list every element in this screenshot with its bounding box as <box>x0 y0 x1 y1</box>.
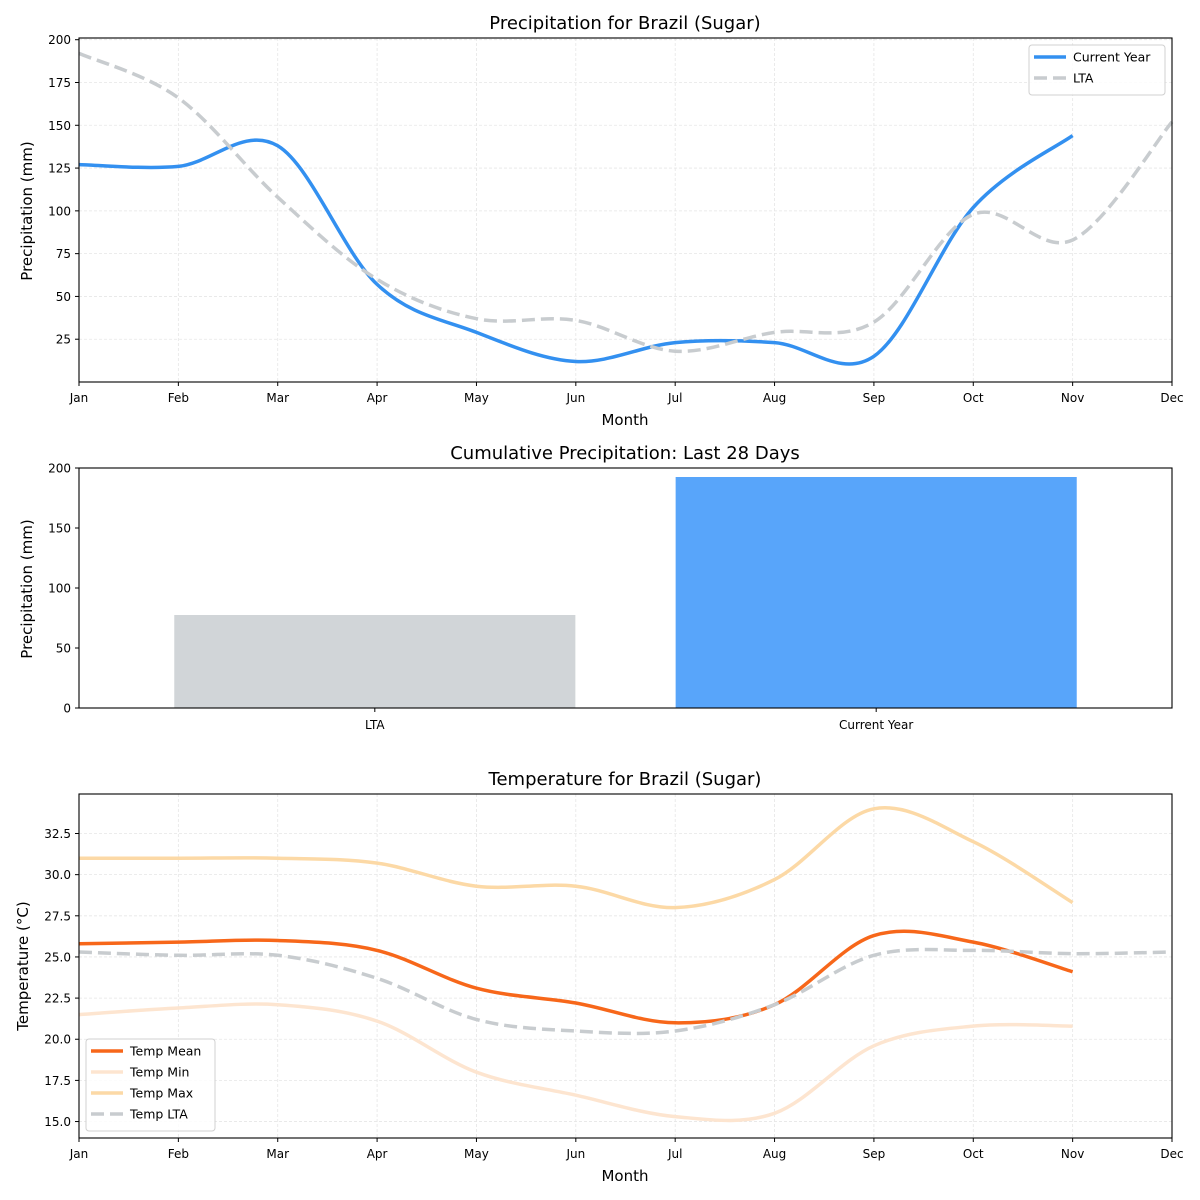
series-line-temp-min <box>78 1002 1073 1123</box>
x-tick-label: Aug <box>763 391 786 405</box>
series-line-temp-max <box>79 806 1074 910</box>
x-axis-title: Month <box>601 1167 648 1185</box>
y-tick-label: 75 <box>56 247 71 261</box>
bar-lta <box>174 615 576 708</box>
y-tick-label: 50 <box>56 642 71 656</box>
x-axis-title: Month <box>601 411 648 429</box>
plot-frame <box>78 37 1173 383</box>
grid <box>78 38 1173 382</box>
y-axis-title: Precipitation (mm) <box>18 519 36 658</box>
x-tick-label: Oct <box>963 391 984 405</box>
y-tick-label: 50 <box>56 290 71 304</box>
y-axis-title: Temperature (°C) <box>14 901 32 1031</box>
x-tick-label: Nov <box>1061 391 1084 405</box>
series-line-temp-mean <box>78 929 1074 1025</box>
x-tick-label: Sep <box>863 391 886 405</box>
x-tick-label: Jul <box>667 391 682 405</box>
y-tick-label: 25 <box>56 333 71 347</box>
y-tick-label: 150 <box>48 522 71 536</box>
x-tick-label: Apr <box>367 1147 388 1161</box>
x-tick-label: Jan <box>69 1147 89 1161</box>
legend-label: LTA <box>1073 71 1094 86</box>
x-tick-label: Mar <box>266 391 289 405</box>
x-tick-label: Feb <box>168 1147 189 1161</box>
y-tick-label: 25.0 <box>44 950 71 964</box>
x-tick-label: Jun <box>565 391 585 405</box>
legend-label: Temp LTA <box>129 1107 188 1122</box>
x-tick-label: Nov <box>1061 1147 1084 1161</box>
chart-title: Cumulative Precipitation: Last 28 Days <box>450 443 800 464</box>
cumulative-precipitation-bar-chart: Cumulative Precipitation: Last 28 Days P… <box>18 443 1173 732</box>
legend-label: Temp Max <box>129 1086 193 1101</box>
y-tick-label: 22.5 <box>44 992 71 1006</box>
x-tick-label: Jul <box>667 1147 682 1161</box>
legend: Temp Mean Temp Min Temp Max Temp LTA <box>85 1038 216 1132</box>
y-tick-label: 15.0 <box>44 1115 71 1129</box>
x-tick-label: Mar <box>266 1147 289 1161</box>
legend-box <box>85 1038 216 1132</box>
grid <box>78 794 1173 1138</box>
y-tick-label: 125 <box>48 162 71 176</box>
y-tick-label: 175 <box>48 76 71 90</box>
y-tick-label: 200 <box>48 462 71 476</box>
y-tick-label: 30.0 <box>44 868 71 882</box>
x-tick-label: Current Year <box>839 718 913 732</box>
x-tick-label: Dec <box>1160 391 1183 405</box>
y-tick-label: 100 <box>48 204 71 218</box>
y-tick-label: 32.5 <box>44 827 71 841</box>
chart-title: Temperature for Brazil (Sugar) <box>488 769 762 790</box>
x-tick-label: Dec <box>1160 1147 1183 1161</box>
legend-label: Current Year <box>1073 50 1151 65</box>
x-tick-label: May <box>464 1147 489 1161</box>
y-tick-label: 17.5 <box>44 1074 71 1088</box>
x-tick-label: Jan <box>69 391 89 405</box>
x-tick-label: LTA <box>365 718 385 732</box>
y-tick-label: 0 <box>63 702 71 716</box>
legend-label: Temp Min <box>129 1065 189 1080</box>
x-tick-label: Oct <box>963 1147 984 1161</box>
y-tick-label: 200 <box>48 33 71 47</box>
y-axis-title: Precipitation (mm) <box>18 141 36 280</box>
legend-label: Temp Mean <box>129 1044 201 1059</box>
legend: Current Year LTA <box>1028 44 1166 96</box>
x-tick-label: Sep <box>863 1147 886 1161</box>
x-tick-label: Jun <box>565 1147 585 1161</box>
chart-title: Precipitation for Brazil (Sugar) <box>489 13 760 34</box>
y-tick-label: 20.0 <box>44 1033 71 1047</box>
precipitation-line-chart: Precipitation for Brazil (Sugar) Month P… <box>18 13 1184 429</box>
series-line-temp-lta <box>78 947 1173 1036</box>
temperature-line-chart: Temperature for Brazil (Sugar) Month Tem… <box>14 769 1184 1185</box>
y-tick-label: 27.5 <box>44 909 71 923</box>
bar-current-year <box>675 477 1077 708</box>
y-tick-label: 100 <box>48 582 71 596</box>
x-tick-label: Feb <box>168 391 189 405</box>
x-tick-label: May <box>464 391 489 405</box>
series-line-current-year <box>78 134 1074 366</box>
x-tick-label: Aug <box>763 1147 786 1161</box>
y-tick-label: 150 <box>48 119 71 133</box>
plot-frame <box>78 793 1173 1139</box>
series-line-lta <box>78 51 1174 354</box>
x-tick-label: Apr <box>367 391 388 405</box>
